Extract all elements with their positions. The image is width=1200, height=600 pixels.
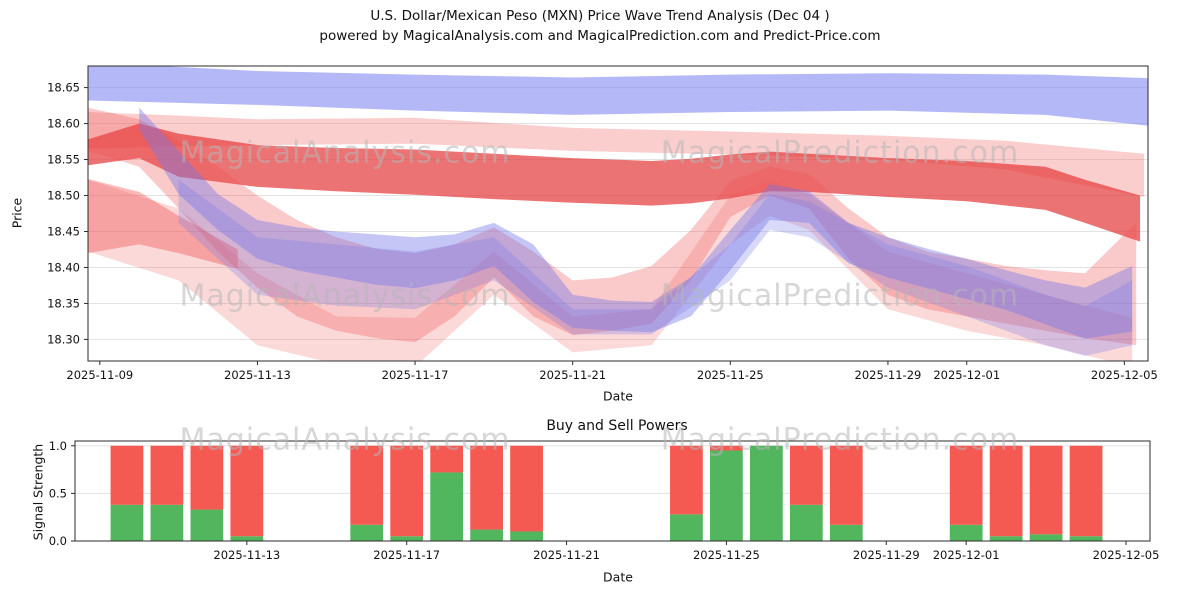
svg-text:2025-11-17: 2025-11-17	[373, 548, 440, 562]
svg-text:18.50: 18.50	[47, 189, 80, 203]
upper-thin-red-band	[88, 112, 1145, 197]
sell-bar	[949, 445, 983, 525]
svg-text:2025-11-09: 2025-11-09	[66, 368, 133, 382]
sell-bar	[989, 445, 1023, 537]
buy-bar	[989, 536, 1023, 541]
svg-text:1.0: 1.0	[49, 439, 67, 453]
chart-title: U.S. Dollar/Mexican Peso (MXN) Price Wav…	[370, 8, 830, 24]
date-axis-label-bottom: Date	[603, 569, 633, 585]
left-red-blob	[88, 179, 238, 269]
svg-text:18.35: 18.35	[47, 296, 80, 310]
date-axis-label-top: Date	[603, 388, 633, 404]
svg-text:2025-12-01: 2025-12-01	[933, 368, 1000, 382]
buy-bar	[350, 524, 384, 541]
buy-bar	[150, 504, 184, 541]
svg-text:2025-11-29: 2025-11-29	[855, 368, 922, 382]
svg-text:18.45: 18.45	[47, 224, 80, 238]
dark-red-core-ribbon	[88, 123, 1141, 242]
sell-bar	[470, 445, 504, 530]
buy-bar	[749, 445, 783, 541]
wide-red-fan	[88, 107, 1137, 346]
buy-bar	[390, 536, 424, 541]
sell-bar	[789, 445, 823, 505]
buy-bar	[110, 504, 144, 541]
bands-layer	[88, 66, 1148, 361]
blue-low-fan	[178, 179, 1133, 356]
svg-text:2025-11-21: 2025-11-21	[539, 368, 606, 382]
buy-bar	[829, 524, 863, 541]
buy-bar	[710, 450, 743, 541]
svg-text:18.55: 18.55	[47, 153, 80, 167]
sell-bar	[150, 445, 184, 505]
svg-text:18.40: 18.40	[47, 260, 80, 274]
svg-text:0.0: 0.0	[49, 534, 67, 548]
sell-bar	[829, 445, 863, 525]
buy-bar	[430, 472, 464, 541]
svg-text:2025-12-01: 2025-12-01	[933, 548, 1000, 562]
svg-text:18.65: 18.65	[47, 81, 80, 95]
svg-text:2025-11-25: 2025-11-25	[697, 368, 764, 382]
buy-bar	[1069, 536, 1103, 541]
upper-blue-channel	[88, 66, 1148, 126]
sell-bar	[510, 445, 543, 532]
buy-bar	[670, 514, 703, 541]
sell-bar	[670, 445, 703, 515]
sell-bar	[190, 445, 224, 510]
blue-mid-ribbon	[139, 107, 1133, 339]
bars-layer	[110, 445, 1103, 541]
chart-subtitle: powered by MagicalAnalysis.com and Magic…	[319, 28, 881, 44]
sell-bar	[710, 445, 743, 451]
svg-text:2025-12-05: 2025-12-05	[1091, 368, 1158, 382]
buy-bar	[789, 504, 823, 541]
signal-strength-axis-label: Signal Strength	[30, 443, 46, 541]
svg-text:18.60: 18.60	[47, 117, 80, 131]
low-red-fan	[88, 179, 1133, 361]
sell-bar	[230, 445, 264, 537]
svg-text:2025-11-29: 2025-11-29	[853, 548, 920, 562]
sell-bar	[350, 445, 384, 525]
buy-bar	[230, 536, 264, 541]
svg-text:2025-11-17: 2025-11-17	[382, 368, 449, 382]
svg-text:2025-11-13: 2025-11-13	[213, 548, 280, 562]
sell-bar	[110, 445, 144, 505]
buy-sell-chart: 0.0 0.5 1.0 2025-11-13 2025-11-17 2025-11-21 2…	[49, 439, 1160, 562]
buy-bar	[510, 531, 543, 541]
buy-bar	[949, 524, 983, 541]
svg-text:2025-12-05: 2025-12-05	[1093, 548, 1160, 562]
svg-text:2025-11-25: 2025-11-25	[693, 548, 760, 562]
price-wave-chart: 18.30 18.35 18.40 18.45 18.50 18.55 18.60 18.65…	[47, 65, 1158, 382]
svg-text:2025-11-13: 2025-11-13	[224, 368, 291, 382]
sell-bar	[1029, 445, 1063, 535]
buy-bar	[190, 509, 224, 541]
svg-text:18.30: 18.30	[47, 332, 80, 346]
sell-bar	[430, 445, 464, 473]
buy-bar	[470, 529, 504, 541]
svg-text:2025-11-21: 2025-11-21	[533, 548, 600, 562]
svg-text:0.5: 0.5	[49, 486, 67, 500]
bottom-chart-title: Buy and Sell Powers	[546, 418, 688, 434]
sell-bar	[390, 445, 424, 537]
buy-bar	[1029, 534, 1063, 541]
price-axis-label: Price	[9, 197, 25, 229]
sell-bar	[1069, 445, 1103, 537]
